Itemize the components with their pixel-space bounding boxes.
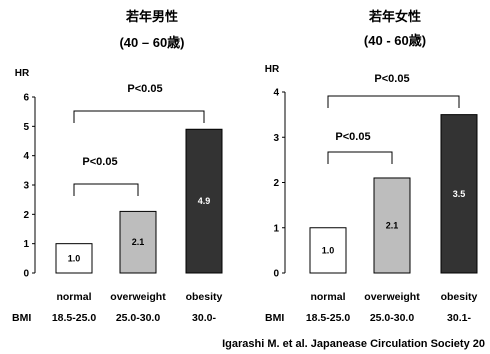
chart1-bar-value-label: 2.1 xyxy=(132,237,145,247)
chart2-y-tick-label: 4 xyxy=(273,88,279,99)
chart2-bar xyxy=(309,227,347,274)
chart1-significance-bracket xyxy=(73,183,139,196)
chart2-category-label: obesity xyxy=(441,291,478,303)
chart2-bar xyxy=(373,177,411,274)
chart1-y-tick-label: 1 xyxy=(23,239,29,250)
chart1-category-label: normal xyxy=(56,291,91,303)
chart1-y-tick-label: 5 xyxy=(23,122,29,133)
chart1-y-tick-label: 6 xyxy=(23,93,29,104)
chart1-y-tick-label: 0 xyxy=(23,269,29,280)
chart1-y-tick-label: 3 xyxy=(23,181,29,192)
chart1-y-tick-label: 4 xyxy=(23,151,29,162)
chart1-significance-label: P<0.05 xyxy=(127,83,162,95)
chart2-bar-value-label: 2.1 xyxy=(386,220,399,230)
chart2-y-axis-label: HR xyxy=(265,64,280,75)
chart1-bar xyxy=(185,128,223,274)
chart1-y-axis-label: HR xyxy=(15,68,30,79)
chart2-y-tick-label: 3 xyxy=(273,133,279,144)
chart2-subtitle: (40 - 60歳) xyxy=(364,33,426,48)
chart1-bmi-label: BMI xyxy=(12,312,31,324)
chart2-bmi-range-label: 30.1- xyxy=(447,312,471,324)
chart2-bar xyxy=(440,114,478,274)
chart1-bmi-range-label: 30.0- xyxy=(192,312,216,324)
chart1-bar-value-label: 4.9 xyxy=(198,196,211,206)
chart2-significance-bracket xyxy=(327,95,460,108)
chart2-title: 若年女性 xyxy=(368,9,421,24)
chart1-title: 若年男性 xyxy=(125,9,178,24)
chart2-significance-bracket xyxy=(327,151,393,164)
chart1-bmi-range-label: 25.0-30.0 xyxy=(116,312,161,324)
chart2-bar-value-label: 3.5 xyxy=(453,189,466,199)
chart2-y-tick-label: 2 xyxy=(273,178,279,189)
chart2-bmi-label: BMI xyxy=(265,312,284,324)
chart1-significance-label: P<0.05 xyxy=(82,156,117,168)
chart1-category-label: overweight xyxy=(110,291,166,303)
chart1-subtitle: (40 – 60歳) xyxy=(119,35,184,50)
chart1-bar-value-label: 1.0 xyxy=(68,253,81,263)
citation: Igarashi M. et al. Japanease Circulation… xyxy=(222,338,485,350)
chart1-category-label: obesity xyxy=(186,291,223,303)
chart2-significance-label: P<0.05 xyxy=(335,131,370,143)
chart2-category-label: normal xyxy=(310,291,345,303)
chart1-bmi-range-label: 18.5-25.0 xyxy=(52,312,97,324)
chart1-y-tick-label: 2 xyxy=(23,210,29,221)
chart1-bar xyxy=(119,210,157,274)
chart2-y-tick-label: 1 xyxy=(273,223,279,234)
chart2-bar-value-label: 1.0 xyxy=(322,245,335,255)
chart2-significance-label: P<0.05 xyxy=(374,73,409,85)
chart1-bar xyxy=(55,243,93,274)
chart2-bmi-range-label: 18.5-25.0 xyxy=(306,312,351,324)
chart2-category-label: overweight xyxy=(364,291,420,303)
chart2-y-tick-label: 0 xyxy=(273,269,279,280)
chart2-bmi-range-label: 25.0-30.0 xyxy=(370,312,415,324)
chart1-significance-bracket xyxy=(73,110,205,123)
